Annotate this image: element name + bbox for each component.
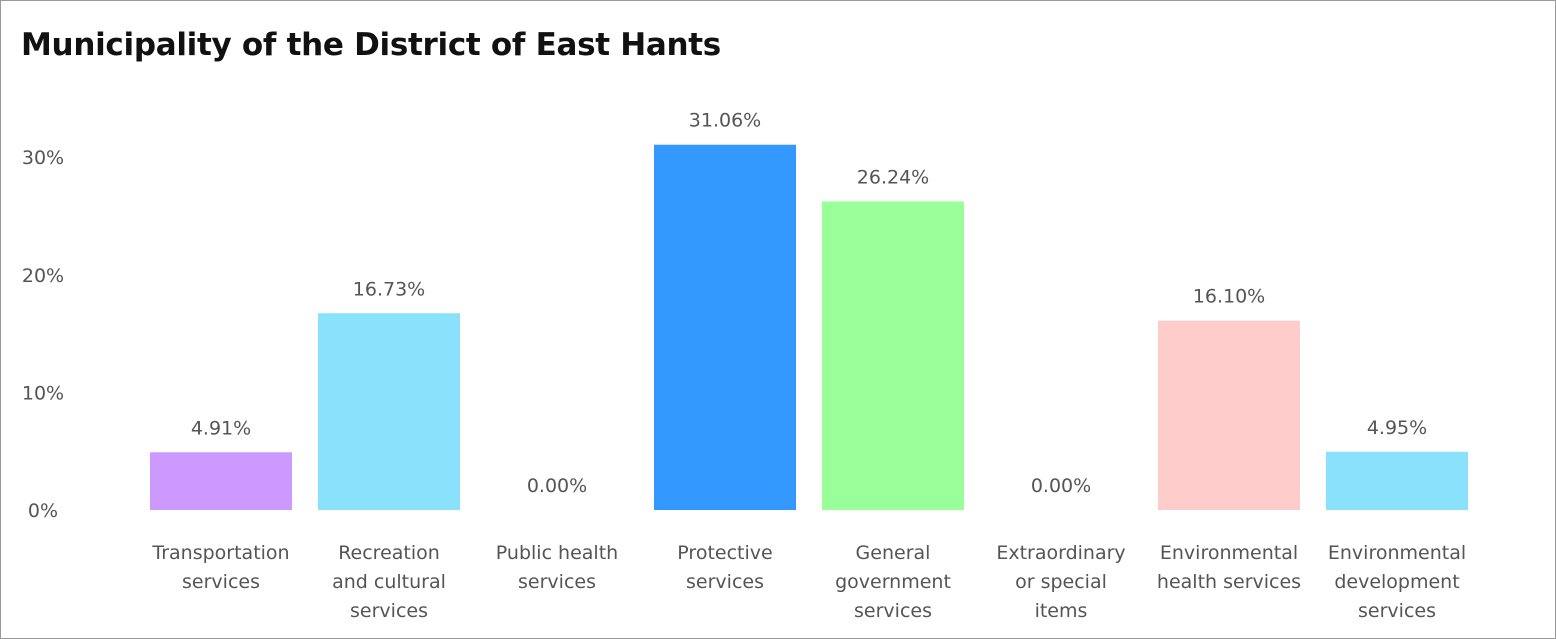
data-label: 0.00% bbox=[1031, 475, 1091, 497]
x-tick-label-line: services bbox=[854, 600, 932, 622]
bar bbox=[1326, 451, 1468, 510]
bar bbox=[318, 313, 460, 510]
x-tick-label-line: Transportation bbox=[151, 542, 289, 564]
x-tick-label-line: items bbox=[1035, 600, 1088, 622]
x-tick-label-line: Public health bbox=[496, 542, 618, 564]
x-tick-label-line: Recreation bbox=[338, 542, 440, 564]
bar bbox=[1158, 320, 1300, 510]
x-tick-label-line: services bbox=[518, 571, 596, 593]
x-tick-label-line: government bbox=[835, 571, 951, 593]
y-tick-label: 20% bbox=[22, 265, 64, 287]
x-tick-label: Recreation and cultural services bbox=[332, 542, 446, 622]
x-tick-label-line: health services bbox=[1157, 571, 1301, 593]
x-tick-label-line: services bbox=[1358, 600, 1436, 622]
bar bbox=[822, 201, 964, 510]
x-tick-label-line: Extraordinary bbox=[996, 542, 1125, 564]
x-tick-label: Environmental development services bbox=[1328, 542, 1466, 622]
x-tick-label: Transportation services bbox=[151, 542, 289, 593]
bar bbox=[654, 144, 796, 510]
chart-title: Municipality of the District of East Han… bbox=[21, 27, 721, 63]
x-tick-label-line: General bbox=[856, 542, 931, 564]
data-label: 4.91% bbox=[191, 417, 251, 439]
data-label: 0.00% bbox=[527, 475, 587, 497]
y-tick-label: 30% bbox=[22, 147, 64, 169]
data-label: 31.06% bbox=[689, 110, 761, 132]
x-tick-label: Environmental health services bbox=[1157, 542, 1301, 593]
x-tick-label-line: services bbox=[350, 600, 428, 622]
x-tick-label: Protective services bbox=[677, 542, 772, 593]
data-label: 4.95% bbox=[1367, 417, 1427, 439]
x-tick-label: Public health services bbox=[496, 542, 618, 593]
data-label: 26.24% bbox=[857, 166, 929, 188]
y-tick-label: 10% bbox=[22, 382, 64, 404]
x-tick-label-line: Environmental bbox=[1160, 542, 1298, 564]
x-tick-label: Extraordinary or special items bbox=[996, 542, 1125, 622]
x-tick-label-line: Protective bbox=[677, 542, 772, 564]
data-label: 16.73% bbox=[353, 278, 425, 300]
x-tick-label: General government services bbox=[835, 542, 951, 622]
x-tick-label-line: services bbox=[182, 571, 260, 593]
bar bbox=[150, 452, 292, 510]
x-tick-label-line: services bbox=[686, 571, 764, 593]
x-tick-label-line: and cultural bbox=[332, 571, 446, 593]
data-label: 16.10% bbox=[1193, 286, 1265, 308]
x-tick-label-line: development bbox=[1334, 571, 1459, 593]
y-tick-label: 0% bbox=[28, 500, 58, 522]
x-tick-label-line: Environmental bbox=[1328, 542, 1466, 564]
x-tick-label-line: or special bbox=[1015, 571, 1107, 593]
